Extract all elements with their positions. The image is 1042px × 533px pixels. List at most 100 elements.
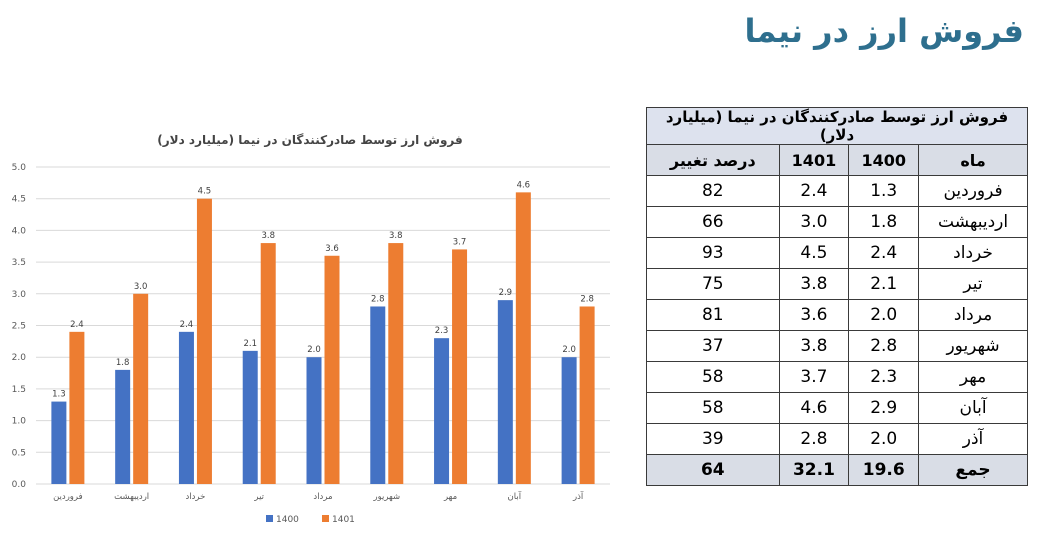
x-tick-label: فروردین xyxy=(53,492,83,502)
y-tick-label: 4.0 xyxy=(12,226,27,236)
data-label-1401: 4.6 xyxy=(517,180,531,190)
row-1401: 3.8 xyxy=(778,330,850,362)
bar-chart: فروش ارز توسط صادرکنندگان در نیما (میلیا… xyxy=(12,133,610,525)
x-tick-label: مهر xyxy=(443,492,457,502)
row-change: 39 xyxy=(646,423,780,455)
row-change: 66 xyxy=(646,206,780,238)
legend-label-1401: 1401 xyxy=(332,515,355,525)
row-month: مهر xyxy=(918,361,1028,393)
row-1400: 2.8 xyxy=(848,330,920,362)
data-label-1400: 2.3 xyxy=(435,326,449,336)
bar-1400 xyxy=(370,306,386,484)
chart-title: فروش ارز توسط صادرکنندگان در نیما (میلیا… xyxy=(157,133,462,148)
y-tick-label: 2.5 xyxy=(12,322,26,332)
data-label-1401: 4.5 xyxy=(198,187,212,197)
bar-1400 xyxy=(115,369,131,484)
bar-1401 xyxy=(133,293,149,484)
y-tick-label: 0.5 xyxy=(12,448,26,458)
total-label: جمع xyxy=(918,454,1028,486)
bar-1400 xyxy=(561,357,577,484)
x-tick-label: خرداد xyxy=(185,492,205,502)
row-month: تیر xyxy=(918,268,1028,300)
row-month: خرداد xyxy=(918,237,1028,269)
bar-1400 xyxy=(497,300,513,484)
row-1401: 4.5 xyxy=(778,237,850,269)
row-1401: 4.6 xyxy=(778,392,850,424)
y-tick-label: 2.0 xyxy=(12,353,27,363)
header-1401: 1401 xyxy=(778,144,850,176)
header-1400: 1400 xyxy=(848,144,920,176)
header-month: ماه xyxy=(918,144,1028,176)
y-tick-label: 3.5 xyxy=(12,258,26,268)
y-tick-label: 4.5 xyxy=(12,195,26,205)
y-tick-label: 3.0 xyxy=(12,290,27,300)
page-title: فروش ارز در نیما xyxy=(744,12,1024,50)
row-1401: 2.8 xyxy=(778,423,850,455)
sales-table: فروش ارز توسط صادرکنندگان در نیما (میلیا… xyxy=(646,107,1028,486)
bar-1401 xyxy=(388,243,404,484)
x-tick-label: آبان xyxy=(508,490,522,502)
row-1400: 2.3 xyxy=(848,361,920,393)
row-1401: 2.4 xyxy=(778,175,850,207)
data-label-1401: 2.4 xyxy=(70,320,84,330)
row-1400: 2.0 xyxy=(848,299,920,331)
table-row: تیر 2.1 3.8 75 xyxy=(646,268,1028,300)
row-change: 75 xyxy=(646,268,780,300)
row-change: 58 xyxy=(646,361,780,393)
table-caption: فروش ارز توسط صادرکنندگان در نیما (میلیا… xyxy=(646,107,1028,145)
total-1400: 19.6 xyxy=(848,454,920,486)
bar-1400 xyxy=(306,357,322,484)
data-label-1400: 2.0 xyxy=(562,345,576,355)
data-label-1401: 3.7 xyxy=(453,237,467,247)
total-change: 64 xyxy=(646,454,780,486)
table-total-row: جمع 19.6 32.1 64 xyxy=(646,454,1028,486)
y-tick-label: 0.0 xyxy=(12,480,27,490)
header-change: درصد تغییر xyxy=(646,144,780,176)
row-change: 58 xyxy=(646,392,780,424)
table-row: اردیبهشت 1.8 3.0 66 xyxy=(646,206,1028,238)
bar-1401 xyxy=(69,331,85,484)
row-1400: 2.0 xyxy=(848,423,920,455)
data-label-1401: 3.6 xyxy=(325,244,339,254)
legend-label-1400: 1400 xyxy=(276,515,299,525)
total-1401: 32.1 xyxy=(778,454,850,486)
row-1400: 1.8 xyxy=(848,206,920,238)
table-row: خرداد 2.4 4.5 93 xyxy=(646,237,1028,269)
data-label-1400: 2.9 xyxy=(499,288,513,298)
row-1400: 2.4 xyxy=(848,237,920,269)
y-tick-label: 1.5 xyxy=(12,385,26,395)
row-month: آذر xyxy=(918,423,1028,455)
data-label-1400: 2.0 xyxy=(307,345,321,355)
row-month: آبان xyxy=(918,392,1028,424)
legend-swatch-1400 xyxy=(266,515,273,522)
data-label-1400: 2.8 xyxy=(371,294,385,304)
bar-1401 xyxy=(579,306,595,484)
data-label-1400: 1.3 xyxy=(52,390,66,400)
data-label-1401: 3.8 xyxy=(261,231,275,241)
row-month: مرداد xyxy=(918,299,1028,331)
row-1401: 3.8 xyxy=(778,268,850,300)
x-tick-label: شهریور xyxy=(372,492,400,502)
table-header-row: ماه 1400 1401 درصد تغییر xyxy=(646,144,1028,176)
data-label-1400: 2.1 xyxy=(243,339,257,349)
bar-1401 xyxy=(515,192,531,485)
bar-1400 xyxy=(434,338,450,484)
row-1401: 3.0 xyxy=(778,206,850,238)
data-label-1401: 3.0 xyxy=(134,282,148,292)
x-tick-label: مرداد xyxy=(313,492,332,502)
row-change: 93 xyxy=(646,237,780,269)
data-label-1400: 2.4 xyxy=(180,320,194,330)
row-month: فروردین xyxy=(918,175,1028,207)
row-1400: 2.1 xyxy=(848,268,920,300)
y-tick-label: 1.0 xyxy=(12,417,27,427)
bar-1400 xyxy=(178,331,194,484)
x-tick-label: آذر xyxy=(572,490,584,502)
data-label-1400: 1.8 xyxy=(116,358,130,368)
y-tick-label: 5.0 xyxy=(12,163,27,173)
row-change: 81 xyxy=(646,299,780,331)
row-month: اردیبهشت xyxy=(918,206,1028,238)
bar-1401 xyxy=(260,243,276,484)
data-label-1401: 3.8 xyxy=(389,231,403,241)
bar-1401 xyxy=(196,198,212,484)
row-1400: 1.3 xyxy=(848,175,920,207)
